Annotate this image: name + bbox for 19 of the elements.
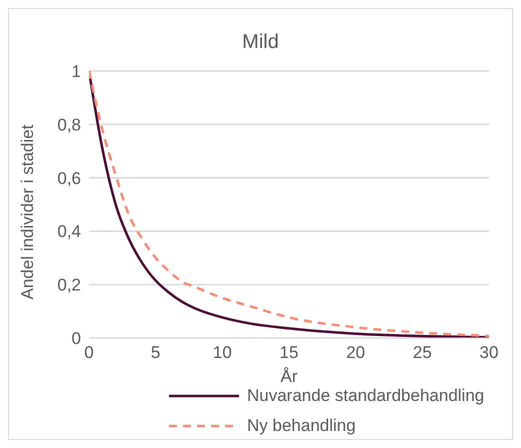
y-tick-label: 0,4: [57, 222, 81, 242]
x-tick-label: 20: [346, 343, 366, 362]
x-tick-label: 30: [480, 343, 498, 362]
x-tick-label: 0: [84, 343, 94, 362]
legend-label: Ny behandling: [247, 416, 356, 436]
legend-label: Nuvarande standardbehandling: [247, 386, 484, 406]
y-tick-label: 0,2: [57, 276, 81, 295]
y-tick-label: 0: [72, 329, 81, 348]
y-tick-label: 0,8: [57, 115, 81, 134]
y-tick-label: 1: [72, 62, 81, 82]
y-axis-title: Andel individer i stadiet: [18, 124, 38, 300]
x-tick-label: 15: [280, 343, 298, 362]
x-axis-title: År: [280, 367, 298, 386]
x-tick-label: 10: [212, 343, 232, 362]
y-tick-label: 0,6: [57, 168, 81, 188]
line-series: [89, 71, 489, 338]
x-tick-label: 5: [150, 343, 160, 362]
chart-title: Mild: [241, 30, 280, 55]
x-tick-label: 25: [412, 343, 432, 362]
